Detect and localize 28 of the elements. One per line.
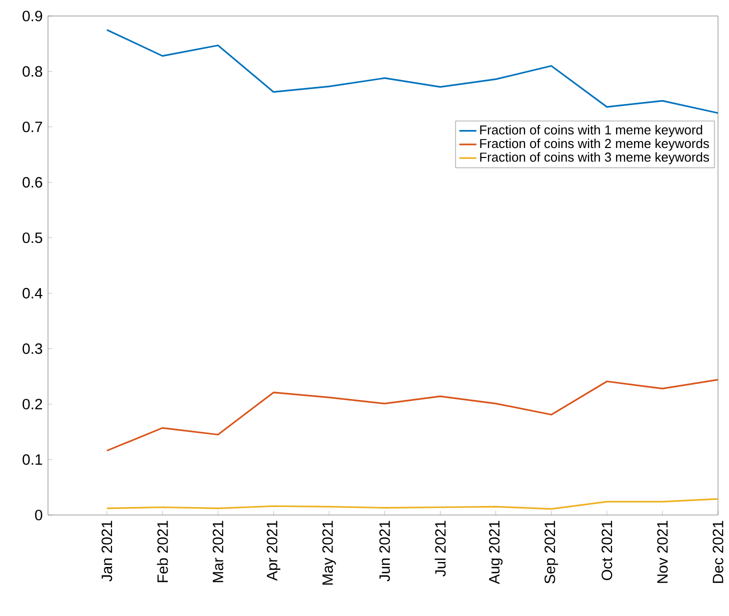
x-tick-label: Apr 2021 <box>266 520 280 581</box>
y-tick-label: 0.9 <box>22 10 42 22</box>
y-tick-label: 0.8 <box>22 66 42 77</box>
x-tick-label: Feb 2021 <box>156 520 168 582</box>
y-tick-label: 0.1 <box>22 454 42 465</box>
x-tick-label: May 2021 <box>322 520 336 585</box>
x-tick-label: Jun 2021 <box>379 520 390 582</box>
x-tick-label: Oct 2021 <box>602 520 612 580</box>
x-tick-label: Nov 2021 <box>657 520 668 583</box>
x-tick-label: Jul 2021 <box>434 520 446 576</box>
x-tick-label: Aug 2021 <box>489 520 503 584</box>
line-series <box>106 378 718 452</box>
x-tick-label: Sep 2021 <box>544 520 558 584</box>
y-tick-label: 0.4 <box>22 288 42 299</box>
line-series <box>106 498 718 510</box>
x-tick-label: Mar 2021 <box>212 520 224 582</box>
x-tick-label: Jan 2021 <box>102 520 112 582</box>
y-tick-label: 0.2 <box>22 398 42 410</box>
line-series <box>106 29 718 114</box>
y-tick-label: 0 <box>35 510 42 520</box>
y-tick-label: 0.3 <box>22 343 42 354</box>
y-tick-label: 0.5 <box>22 232 42 244</box>
legend-label: Fraction of coins with 3 meme keywords <box>480 152 709 164</box>
x-tick-label: Dec 2021 <box>712 520 724 583</box>
legend-label: Fraction of coins with 2 meme keywords <box>480 138 709 151</box>
y-tick-label: 0.6 <box>22 177 42 188</box>
y-tick-label: 0.7 <box>22 122 42 132</box>
legend-label: Fraction of coins with 1 meme keyword <box>480 124 702 138</box>
